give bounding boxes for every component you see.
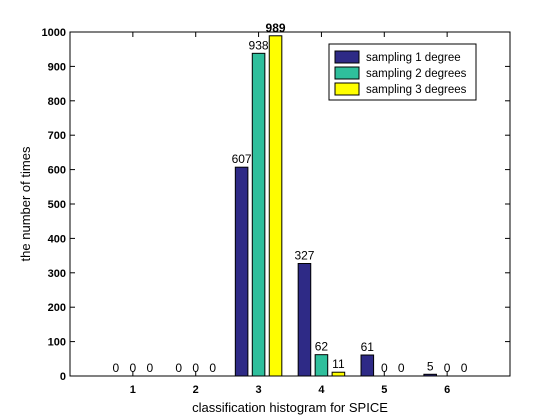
y-tick-label: 100	[48, 337, 66, 349]
legend-swatch	[334, 66, 360, 80]
bar	[423, 373, 437, 377]
data-label: 0	[444, 361, 451, 375]
y-tick-label: 400	[48, 233, 66, 245]
data-label: 607	[232, 152, 252, 166]
x-tick-label: 3	[256, 384, 262, 396]
y-tick-label: 0	[60, 371, 66, 383]
x-axis-title: classification histogram for SPICE	[192, 400, 388, 415]
y-tick-label: 300	[48, 268, 66, 280]
data-label: 0	[175, 361, 182, 375]
data-label: 0	[381, 361, 388, 375]
bar	[297, 263, 312, 377]
x-tick-label: 1	[130, 384, 136, 396]
y-tick-label: 800	[48, 96, 66, 108]
data-label: 0	[209, 361, 216, 375]
data-label: 989	[266, 21, 286, 35]
y-tick-label: 500	[48, 199, 66, 211]
y-tick-label: 700	[48, 130, 66, 142]
bar	[251, 52, 266, 377]
data-label: 938	[249, 38, 269, 52]
y-tick-label: 900	[48, 61, 66, 73]
legend-label: sampling 1 degree	[366, 52, 461, 64]
bar	[314, 354, 329, 377]
data-label: 0	[398, 361, 405, 375]
y-tick-label: 1000	[42, 27, 66, 39]
data-label: 0	[192, 361, 199, 375]
data-label: 0	[113, 361, 120, 375]
data-label: 327	[294, 249, 314, 263]
legend: sampling 1 degree sampling 2 degrees sampl…	[328, 43, 477, 101]
bar	[268, 35, 283, 377]
data-label: 0	[461, 361, 468, 375]
data-label: 61	[361, 340, 375, 354]
y-tick-label: 200	[48, 302, 66, 314]
data-label: 0	[130, 361, 137, 375]
legend-swatch	[334, 82, 360, 96]
legend-label: sampling 3 degrees	[366, 84, 467, 96]
data-label: 5	[427, 359, 434, 373]
bar	[234, 166, 249, 377]
data-label: 11	[332, 357, 345, 371]
data-label: 0	[146, 361, 153, 375]
bar	[331, 371, 346, 377]
bar	[360, 354, 375, 377]
y-axis-title: the number of times	[18, 146, 33, 261]
x-tick-label: 4	[318, 384, 325, 396]
legend-label: sampling 2 degrees	[366, 68, 467, 80]
y-tick-label: 600	[48, 165, 66, 177]
x-tick-label: 6	[444, 384, 450, 396]
data-label: 62	[315, 340, 329, 354]
x-tick-label: 5	[381, 384, 387, 396]
legend-swatch	[334, 50, 360, 64]
x-tick-label: 2	[193, 384, 199, 396]
